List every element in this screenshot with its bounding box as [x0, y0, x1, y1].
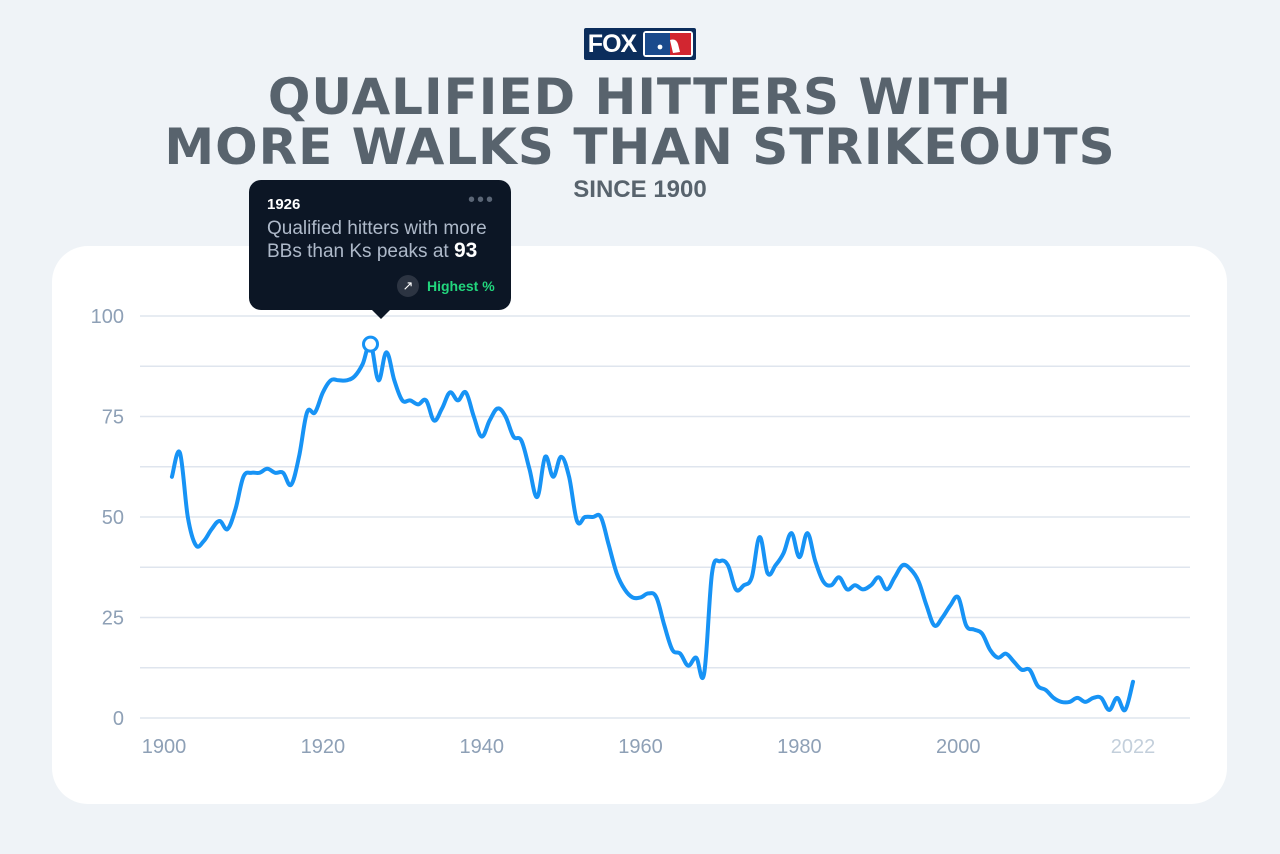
arrow-up-right-icon: ↗: [397, 275, 419, 297]
title-line-1: QUALIFIED HITTERS WITH: [267, 68, 1013, 126]
tooltip-notch: [371, 309, 391, 319]
tooltip-description: Qualified hitters with more BBs than Ks …: [267, 218, 487, 262]
badge-label: Highest %: [427, 278, 495, 294]
x-tick-label: 2000: [936, 736, 981, 758]
fox-logo: FOX: [584, 28, 640, 60]
peak-marker[interactable]: [362, 335, 380, 353]
tooltip-value: 93: [453, 239, 478, 262]
fox-mlb-logo: FOX: [584, 28, 696, 60]
x-tick-label: 1980: [777, 736, 822, 758]
chart-subtitle: SINCE 1900: [573, 176, 707, 203]
more-dots-icon[interactable]: •••: [467, 189, 495, 211]
chart-title: QUALIFIED HITTERS WITH MORE WALKS THAN S…: [0, 72, 1280, 172]
y-tick-label: 25: [102, 608, 124, 630]
y-tick-label: 75: [102, 407, 124, 429]
title-line-2: MORE WALKS THAN STRIKEOUTS: [164, 118, 1116, 176]
mlb-logo: [640, 28, 696, 60]
y-tick-label: 50: [102, 507, 124, 529]
peak-tooltip: 1926 ••• Qualified hitters with more BBs…: [249, 180, 511, 319]
tooltip-text: Qualified hitters with more BBs than Ks …: [267, 218, 497, 263]
tooltip-badge: ↗ Highest %: [397, 275, 495, 297]
y-tick-label: 100: [91, 306, 124, 328]
x-tick-label: 1940: [459, 736, 504, 758]
x-tick-label: 1920: [301, 736, 346, 758]
x-tick-label: 1900: [142, 736, 187, 758]
tooltip-year: 1926: [267, 196, 301, 213]
chart-card: [52, 246, 1227, 804]
x-tick-label: 1960: [618, 736, 663, 758]
x-tick-label: 2022: [1111, 736, 1156, 758]
series-line: [169, 341, 1135, 713]
y-tick-label: 0: [113, 708, 124, 730]
